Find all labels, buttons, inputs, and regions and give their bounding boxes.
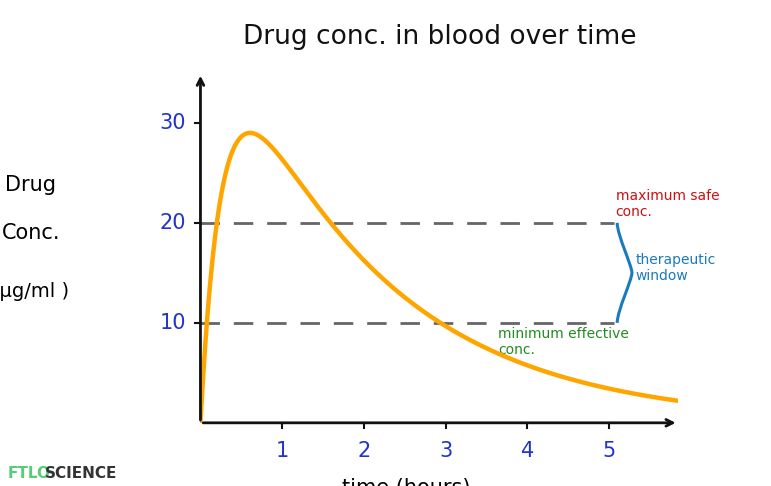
- Text: 2: 2: [357, 441, 371, 461]
- Text: Drug: Drug: [5, 174, 56, 195]
- Text: 10: 10: [160, 313, 186, 333]
- Text: SCIENCE: SCIENCE: [45, 466, 117, 481]
- Text: 3: 3: [439, 441, 453, 461]
- Text: time (hours): time (hours): [342, 478, 470, 486]
- Text: minimum effective
conc.: minimum effective conc.: [498, 327, 629, 357]
- Text: FTLO: FTLO: [8, 466, 51, 481]
- Text: Drug conc. in blood over time: Drug conc. in blood over time: [243, 24, 636, 50]
- Text: maximum safe
conc.: maximum safe conc.: [615, 189, 719, 219]
- Text: 1: 1: [275, 441, 289, 461]
- Text: 5: 5: [602, 441, 616, 461]
- Text: Conc.: Conc.: [2, 223, 60, 243]
- Text: 30: 30: [160, 113, 186, 133]
- Text: 20: 20: [160, 213, 186, 233]
- Text: 4: 4: [520, 441, 534, 461]
- Text: therapeutic
window: therapeutic window: [635, 253, 715, 283]
- Text: (μg/ml ): (μg/ml ): [0, 282, 69, 301]
